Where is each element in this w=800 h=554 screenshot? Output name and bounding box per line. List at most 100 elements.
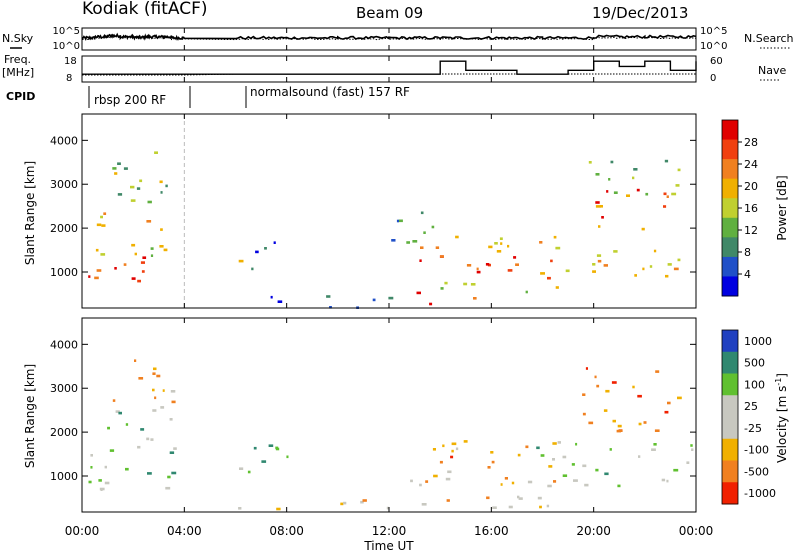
velocity-mark <box>605 389 610 393</box>
velocity-mark <box>491 460 495 464</box>
velocity-mark <box>691 448 694 451</box>
power-mark <box>159 245 164 248</box>
power-mark <box>131 277 136 280</box>
velocity-background <box>82 318 696 512</box>
velocity-mark <box>169 418 173 421</box>
velocity-mark <box>160 406 165 409</box>
velocity-mark <box>247 470 251 474</box>
velocity-colorbar: 1000 500 100 25 -25 -100 -500 -1000 Velocity [m… <box>721 329 789 505</box>
velocity-mark <box>690 444 693 447</box>
power-mark <box>420 246 424 249</box>
velocity-mark <box>152 388 155 392</box>
power-mark <box>595 173 600 176</box>
velocity-mark <box>445 477 451 481</box>
power-yticks: 1000 2000 3000 4000 <box>50 134 696 279</box>
velocity-mark <box>442 444 445 448</box>
velocity-mark <box>171 471 177 475</box>
power-mark <box>606 190 609 193</box>
velocity-mark <box>340 502 344 506</box>
nave-ytick-top: 60 <box>710 56 723 67</box>
nsearch-ytick-bottom: 10^0 <box>700 41 727 52</box>
power-mark <box>500 242 503 245</box>
nave-ytick-bottom: 0 <box>710 73 716 84</box>
velocity-mark <box>504 477 508 480</box>
power-colorbar-ticks: 28 24 20 16 12 8 4 <box>738 136 758 281</box>
velocity-mark <box>539 505 542 509</box>
power-mark <box>665 274 669 278</box>
power-mark <box>598 225 601 228</box>
power-mark <box>642 267 645 271</box>
velocity-colorbar-tick-label: -100 <box>744 444 769 457</box>
nsearch-series-line <box>81 35 697 41</box>
velocity-mark <box>112 399 116 402</box>
velocity-mark <box>654 429 660 432</box>
velocity-ylabel: Slant Range [km] <box>23 364 37 468</box>
power-mark <box>391 239 396 242</box>
power-mark <box>455 235 459 239</box>
power-mark <box>112 167 117 170</box>
power-mark <box>603 264 608 267</box>
power-mark <box>507 244 510 248</box>
velocity-mark <box>107 426 110 430</box>
power-mark <box>485 263 490 266</box>
power-colorbar-block <box>722 120 738 141</box>
power-colorbar-tick-label: 20 <box>744 180 758 193</box>
power-mark <box>440 255 444 258</box>
velocity-mark <box>492 506 497 509</box>
power-mark <box>550 259 553 263</box>
freq-ytick-top: 18 <box>64 56 77 67</box>
velocity-mark <box>450 455 454 459</box>
velocity-mark <box>446 499 450 502</box>
range-tick-label: 1000 <box>50 266 78 279</box>
velocity-mark <box>486 496 490 500</box>
power-mark <box>539 241 543 244</box>
power-mark <box>372 298 376 302</box>
freq-series-line <box>82 60 697 75</box>
time-tick-label: 00:00 <box>679 524 714 538</box>
power-mark <box>165 184 168 188</box>
velocity-colorbar-ticks: 1000 500 100 25 -25 -100 -500 -1000 <box>744 335 776 500</box>
velocity-mark <box>261 460 267 463</box>
velocity-mark <box>585 367 588 370</box>
velocity-mark <box>664 410 669 414</box>
freq-label-line1: Freq. <box>4 53 31 66</box>
velocity-mark <box>632 385 635 389</box>
velocity-mark <box>421 503 427 506</box>
velocity-colorbar-block <box>722 438 738 461</box>
power-mark <box>406 241 410 244</box>
velocity-mark <box>173 447 177 450</box>
power-mark <box>473 297 477 300</box>
time-tick-label: 04:00 <box>167 524 202 538</box>
velocity-mark <box>661 478 666 482</box>
power-mark <box>163 248 168 252</box>
velocity-colorbar-block <box>722 373 738 396</box>
velocity-mark <box>575 442 578 446</box>
power-mark <box>595 205 601 208</box>
power-mark <box>398 219 403 223</box>
velocity-mark <box>109 449 115 452</box>
power-mark <box>636 188 640 192</box>
velocity-colorbar-block <box>722 417 738 440</box>
velocity-colorbar-title-base: Velocity [m s <box>775 386 789 463</box>
power-mark <box>601 216 604 219</box>
nsky-panel: 10^5 10^0 10^5 10^0 <box>53 26 728 52</box>
velocity-mark <box>525 445 529 449</box>
velocity-mark <box>573 479 578 482</box>
time-tick-label: 08:00 <box>269 524 304 538</box>
velocity-mark <box>666 479 669 483</box>
power-panel: 1000 2000 3000 4000 Slant Range [km] <box>23 113 697 512</box>
power-mark <box>117 162 121 165</box>
power-mark <box>147 200 152 204</box>
power-mark <box>592 270 596 273</box>
time-tick-label: 16:00 <box>474 524 509 538</box>
velocity-mark <box>508 505 513 509</box>
velocity-mark <box>147 472 152 475</box>
power-background <box>82 114 696 308</box>
power-mark <box>588 161 592 164</box>
range-tick-label: 3000 <box>50 382 78 395</box>
power-mark <box>150 254 154 257</box>
velocity-mark <box>153 367 157 371</box>
range-tick-label: 2000 <box>50 222 78 235</box>
velocity-colorbar-title-sup: -1 <box>774 378 783 386</box>
